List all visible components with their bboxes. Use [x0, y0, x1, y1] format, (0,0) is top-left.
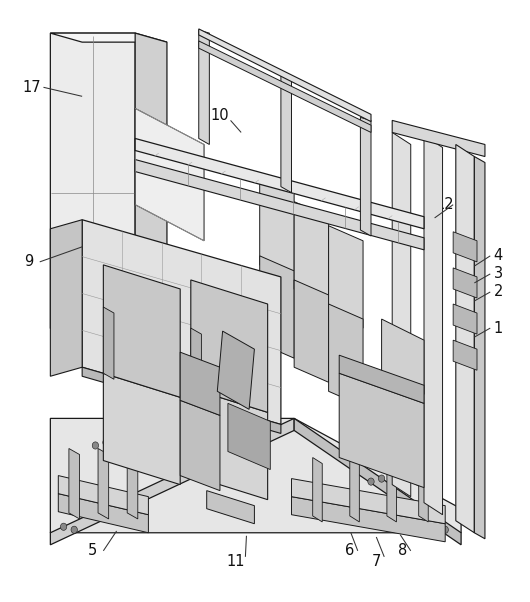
- Polygon shape: [58, 494, 148, 533]
- Polygon shape: [260, 178, 294, 280]
- Polygon shape: [199, 29, 371, 122]
- Text: 17: 17: [22, 80, 41, 95]
- Polygon shape: [419, 458, 428, 522]
- Polygon shape: [103, 373, 180, 485]
- Polygon shape: [382, 319, 424, 394]
- Polygon shape: [58, 476, 148, 515]
- Polygon shape: [292, 479, 445, 524]
- Text: 7: 7: [372, 554, 381, 568]
- Polygon shape: [453, 340, 477, 370]
- Polygon shape: [50, 33, 167, 42]
- Polygon shape: [82, 220, 281, 424]
- Polygon shape: [360, 117, 371, 236]
- Circle shape: [71, 526, 77, 533]
- Polygon shape: [50, 418, 294, 545]
- Text: 4: 4: [493, 249, 503, 263]
- Polygon shape: [313, 458, 322, 522]
- Polygon shape: [453, 304, 477, 334]
- Polygon shape: [135, 160, 424, 250]
- Polygon shape: [339, 355, 424, 403]
- Polygon shape: [392, 120, 485, 157]
- Polygon shape: [281, 75, 292, 193]
- Polygon shape: [329, 304, 363, 406]
- Text: 11: 11: [227, 554, 245, 568]
- Polygon shape: [50, 33, 135, 376]
- Circle shape: [431, 523, 438, 530]
- Polygon shape: [329, 226, 363, 328]
- Text: 3: 3: [493, 267, 503, 281]
- Polygon shape: [456, 144, 474, 533]
- Polygon shape: [180, 352, 220, 415]
- Text: 12: 12: [436, 197, 455, 212]
- Polygon shape: [135, 138, 424, 229]
- Circle shape: [442, 526, 448, 533]
- Polygon shape: [82, 367, 281, 433]
- Polygon shape: [217, 331, 254, 409]
- Text: 10: 10: [210, 108, 229, 123]
- Text: 5: 5: [88, 544, 98, 558]
- Circle shape: [92, 442, 99, 449]
- Polygon shape: [69, 448, 80, 519]
- Polygon shape: [260, 256, 294, 358]
- Circle shape: [378, 475, 385, 482]
- Polygon shape: [98, 448, 109, 519]
- Polygon shape: [228, 403, 270, 470]
- Text: 6: 6: [345, 544, 355, 558]
- Polygon shape: [207, 491, 254, 524]
- Polygon shape: [292, 497, 445, 542]
- Polygon shape: [50, 220, 82, 376]
- Polygon shape: [294, 280, 329, 382]
- Polygon shape: [392, 132, 411, 497]
- Polygon shape: [453, 232, 477, 262]
- Text: 9: 9: [24, 255, 34, 269]
- Circle shape: [368, 478, 374, 485]
- Polygon shape: [103, 307, 114, 379]
- Polygon shape: [339, 373, 424, 488]
- Polygon shape: [180, 400, 220, 491]
- Polygon shape: [50, 418, 461, 533]
- Text: 2: 2: [493, 285, 503, 299]
- Text: 1: 1: [493, 321, 503, 335]
- Polygon shape: [135, 33, 167, 385]
- Polygon shape: [191, 328, 201, 394]
- Polygon shape: [424, 135, 443, 515]
- Polygon shape: [127, 448, 138, 519]
- Polygon shape: [294, 418, 461, 545]
- Polygon shape: [387, 458, 396, 522]
- Polygon shape: [191, 388, 268, 500]
- Polygon shape: [199, 30, 209, 144]
- Polygon shape: [453, 268, 477, 298]
- Polygon shape: [191, 280, 268, 412]
- Polygon shape: [350, 458, 359, 522]
- Polygon shape: [199, 41, 371, 132]
- Circle shape: [103, 439, 109, 446]
- Polygon shape: [474, 157, 485, 539]
- Polygon shape: [103, 265, 180, 397]
- Polygon shape: [294, 202, 329, 304]
- Circle shape: [60, 523, 67, 530]
- Text: 8: 8: [398, 544, 408, 558]
- Polygon shape: [135, 108, 204, 241]
